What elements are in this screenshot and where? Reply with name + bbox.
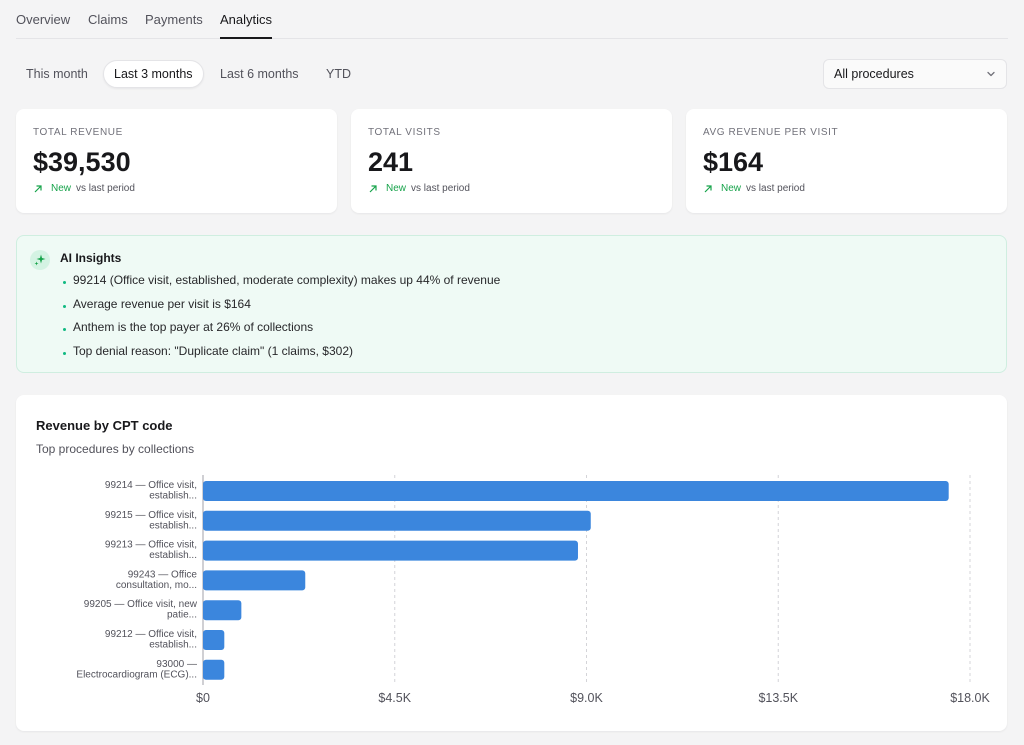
x-tick-label: $18.0K (950, 691, 990, 705)
x-tick-label: $0 (196, 691, 210, 705)
range-last-6-months[interactable]: Last 6 months (220, 67, 299, 81)
category-label: establish... (149, 550, 197, 561)
delta-suffix: vs last period (411, 183, 470, 194)
stat-card-avg-revenue: AVG REVENUE PER VISIT $164 New vs last p… (686, 109, 1007, 213)
procedure-select[interactable]: All procedures (823, 59, 1007, 89)
bar (203, 570, 306, 591)
delta-badge: New (51, 183, 72, 194)
tab-claims[interactable]: Claims (88, 12, 128, 27)
range-ytd[interactable]: YTD (326, 67, 351, 81)
trend-up-icon (369, 184, 377, 192)
range-this-month[interactable]: This month (26, 67, 88, 81)
range-last-3-months[interactable]: Last 3 months (103, 60, 204, 88)
x-tick-label: $9.0K (570, 691, 603, 705)
chart-title: Revenue by CPT code (36, 418, 173, 433)
tab-overview[interactable]: Overview (16, 12, 71, 27)
bar (203, 540, 578, 561)
trend-up-icon (704, 184, 712, 192)
bar (203, 630, 225, 650)
revenue-by-cpt-card: Revenue by CPT code Top procedures by co… (16, 395, 1007, 731)
procedure-select-value: All procedures (834, 67, 914, 81)
insight-item: Anthem is the top payer at 26% of collec… (61, 320, 500, 344)
tab-payments[interactable]: Payments (145, 12, 203, 27)
bar (203, 659, 225, 680)
stat-label: TOTAL VISITS (368, 127, 441, 138)
chart-subtitle: Top procedures by collections (36, 442, 195, 456)
category-label: 99213 — Office visit, (105, 540, 197, 551)
category-label: 99205 — Office visit, new (84, 599, 198, 610)
delta-suffix: vs last period (746, 183, 805, 194)
bar (203, 510, 591, 531)
insights-title: AI Insights (60, 251, 122, 265)
category-label: 93000 — (156, 659, 197, 670)
stat-card-total-revenue: TOTAL REVENUE $39,530 New vs last period (16, 109, 337, 213)
category-label: consultation, mo... (116, 580, 197, 591)
insight-item: Average revenue per visit is $164 (61, 297, 500, 321)
insight-item: Top denial reason: "Duplicate claim" (1 … (61, 344, 500, 368)
bar (203, 600, 242, 621)
insights-list: 99214 (Office visit, established, modera… (61, 273, 500, 367)
insight-item: 99214 (Office visit, established, modera… (61, 273, 500, 297)
category-label: 99243 — Office (128, 569, 198, 580)
category-label: 99214 — Office visit, (105, 480, 197, 491)
stat-card-total-visits: TOTAL VISITS 241 New vs last period (351, 109, 672, 213)
ai-insights-panel: AI Insights 99214 (Office visit, establi… (16, 235, 1007, 373)
category-label: establish... (149, 491, 197, 502)
stat-delta: New vs last period (33, 183, 135, 194)
stat-value: 241 (368, 147, 414, 177)
sparkles-icon (30, 250, 50, 270)
category-label: establish... (149, 520, 197, 531)
tab-analytics[interactable]: Analytics (220, 12, 273, 39)
delta-badge: New (721, 183, 742, 194)
top-tabs: Overview Claims Payments Analytics (16, 0, 1008, 39)
stat-delta: New vs last period (703, 183, 805, 194)
stat-label: TOTAL REVENUE (33, 127, 123, 138)
stat-value: $164 (703, 147, 764, 177)
stat-value: $39,530 (33, 147, 131, 177)
category-label: Electrocardiogram (ECG)... (76, 669, 197, 680)
stat-label: AVG REVENUE PER VISIT (703, 127, 839, 138)
delta-suffix: vs last period (76, 183, 135, 194)
stat-delta: New vs last period (368, 183, 470, 194)
category-label: establish... (149, 640, 197, 651)
trend-up-icon (34, 184, 42, 192)
delta-badge: New (386, 183, 407, 194)
x-tick-label: $13.5K (758, 691, 798, 705)
revenue-bar-chart: 99214 — Office visit,establish...99215 —… (76, 475, 990, 705)
category-label: 99215 — Office visit, (105, 510, 197, 521)
chevron-down-icon (987, 71, 995, 77)
x-tick-label: $4.5K (378, 691, 411, 705)
category-label: patie... (167, 610, 197, 621)
bar (203, 481, 949, 501)
category-label: 99212 — Office visit, (105, 629, 197, 640)
